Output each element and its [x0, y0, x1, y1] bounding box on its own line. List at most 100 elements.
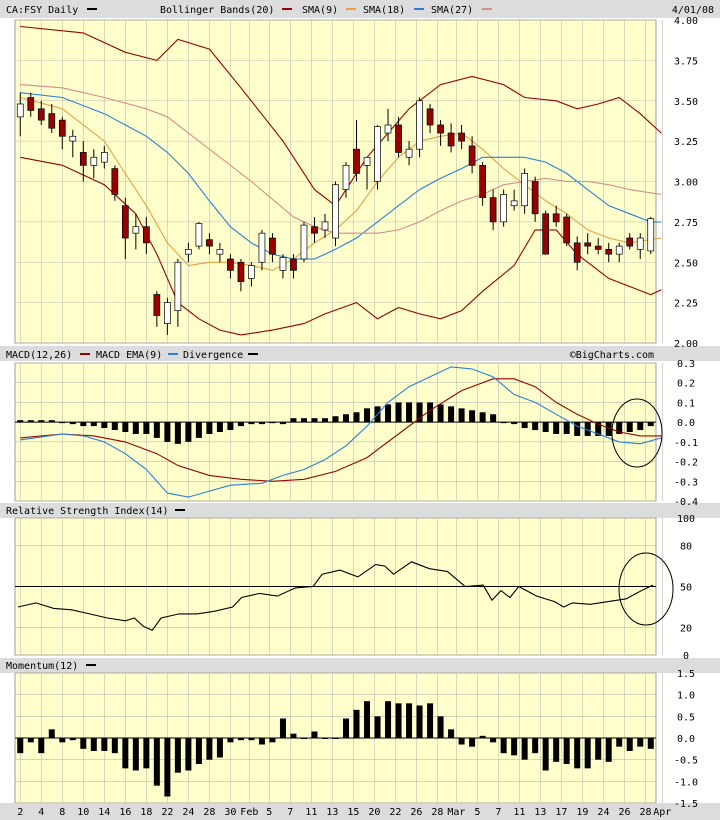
momentum-bar: [616, 738, 623, 747]
x-tick-label: 13: [534, 807, 546, 818]
candle-up: [258, 232, 266, 263]
x-tick-label: Feb: [240, 807, 258, 818]
y-tick-label: 3.75: [674, 56, 698, 67]
divergence-bar: [490, 414, 497, 423]
candle-down: [468, 145, 476, 166]
candle-up: [164, 302, 171, 324]
legend-macd: MACD(12,26): [6, 350, 72, 361]
sma18-line: [20, 92, 662, 260]
candle-up: [384, 124, 392, 134]
momentum-bar: [427, 703, 434, 738]
candle-down: [290, 258, 297, 271]
momentum-bar: [27, 738, 34, 743]
momentum-bar: [406, 703, 413, 738]
candle-down: [542, 213, 550, 255]
x-tick-label: 2: [17, 807, 23, 818]
candle-down: [121, 205, 129, 239]
divergence-bar: [248, 422, 255, 425]
candle-up: [69, 135, 77, 142]
candle-down: [353, 148, 360, 174]
y-tick-label: 0.3: [677, 359, 695, 370]
x-tick-label: 11: [513, 807, 525, 818]
x-tick-label: Mar: [447, 807, 465, 818]
candle-down: [395, 124, 402, 153]
momentum-bar: [48, 729, 55, 738]
momentum-bar: [111, 738, 118, 754]
candle-up: [500, 194, 507, 223]
candle-down: [58, 119, 66, 137]
momentum-bar: [80, 738, 87, 749]
divergence-bar: [616, 422, 623, 434]
candle-down: [479, 165, 486, 199]
divergence-bar: [343, 414, 350, 423]
x-tick-label: 5: [266, 807, 272, 818]
momentum-bar: [574, 738, 581, 769]
candle-up: [216, 248, 224, 255]
legend-bollinger: Bollinger Bands(20): [160, 5, 274, 16]
legend-divergence: Divergence: [183, 350, 243, 361]
y-tick-label: -0.4: [674, 497, 698, 508]
divergence-bar: [637, 422, 644, 431]
candle-up: [185, 248, 192, 255]
divergence-bar: [321, 418, 328, 423]
divergence-bar: [227, 422, 234, 431]
macd-annotation-circle: [611, 398, 663, 468]
momentum-bar: [206, 738, 213, 760]
x-tick-label: 28: [203, 807, 215, 818]
momentum-bar: [595, 738, 602, 760]
legend-macd-ema: MACD EMA(9): [96, 350, 162, 361]
momentum-bar: [132, 738, 139, 771]
x-tick-label: 5: [474, 807, 480, 818]
momentum-bar: [290, 733, 297, 738]
momentum-bar: [300, 738, 307, 739]
momentum-bar: [605, 738, 612, 762]
y-tick-label: 3.50: [674, 97, 698, 108]
divergence-bar: [532, 422, 539, 431]
y-tick-label: 3.25: [674, 137, 698, 148]
momentum-bar: [237, 738, 244, 741]
divergence-bar: [385, 404, 392, 423]
x-tick-label: 8: [59, 807, 65, 818]
candle-up: [90, 156, 98, 166]
x-tick-label: 7: [287, 807, 293, 818]
divergence-bar: [195, 422, 202, 438]
momentum-bar: [563, 738, 570, 764]
sma27-line: [20, 84, 662, 234]
momentum-bar: [469, 738, 476, 747]
y-tick-label: 1.0: [677, 691, 695, 702]
x-tick-label: 4: [38, 807, 44, 818]
macd-plot-area: [14, 362, 657, 502]
candle-down: [626, 237, 634, 247]
x-tick-label: 18: [140, 807, 152, 818]
divergence-bar: [290, 418, 297, 423]
divergence-bar: [59, 422, 66, 424]
candle-up: [615, 245, 623, 255]
x-tick-label: 16: [119, 807, 131, 818]
momentum-bar: [542, 738, 549, 771]
candle-up: [647, 218, 655, 252]
divergence-bar: [122, 422, 129, 432]
y-tick-label: 100: [677, 514, 695, 525]
divergence-bar: [563, 422, 570, 434]
candle-up: [16, 103, 24, 118]
candle-down: [27, 97, 35, 111]
mom-header-strip: [0, 658, 720, 673]
x-tick-label: 13: [326, 807, 338, 818]
legend-momentum: Momentum(12): [6, 661, 78, 672]
x-tick-label: 19: [576, 807, 588, 818]
divergence-bar: [395, 402, 402, 423]
momentum-bar: [332, 738, 339, 739]
momentum-bar: [364, 701, 371, 738]
divergence-bar: [111, 422, 118, 431]
y-tick-label: -0.5: [674, 756, 698, 767]
y-tick-label: 50: [680, 583, 692, 594]
momentum-bar: [458, 738, 465, 745]
momentum-bar: [626, 738, 633, 751]
divergence-bar: [216, 422, 223, 432]
divergence-bar: [206, 422, 213, 434]
divergence-bar: [605, 422, 612, 436]
divergence-bar: [626, 422, 633, 432]
divergence-bar: [584, 422, 591, 436]
momentum-bar: [437, 716, 444, 738]
candle-down: [37, 108, 45, 121]
